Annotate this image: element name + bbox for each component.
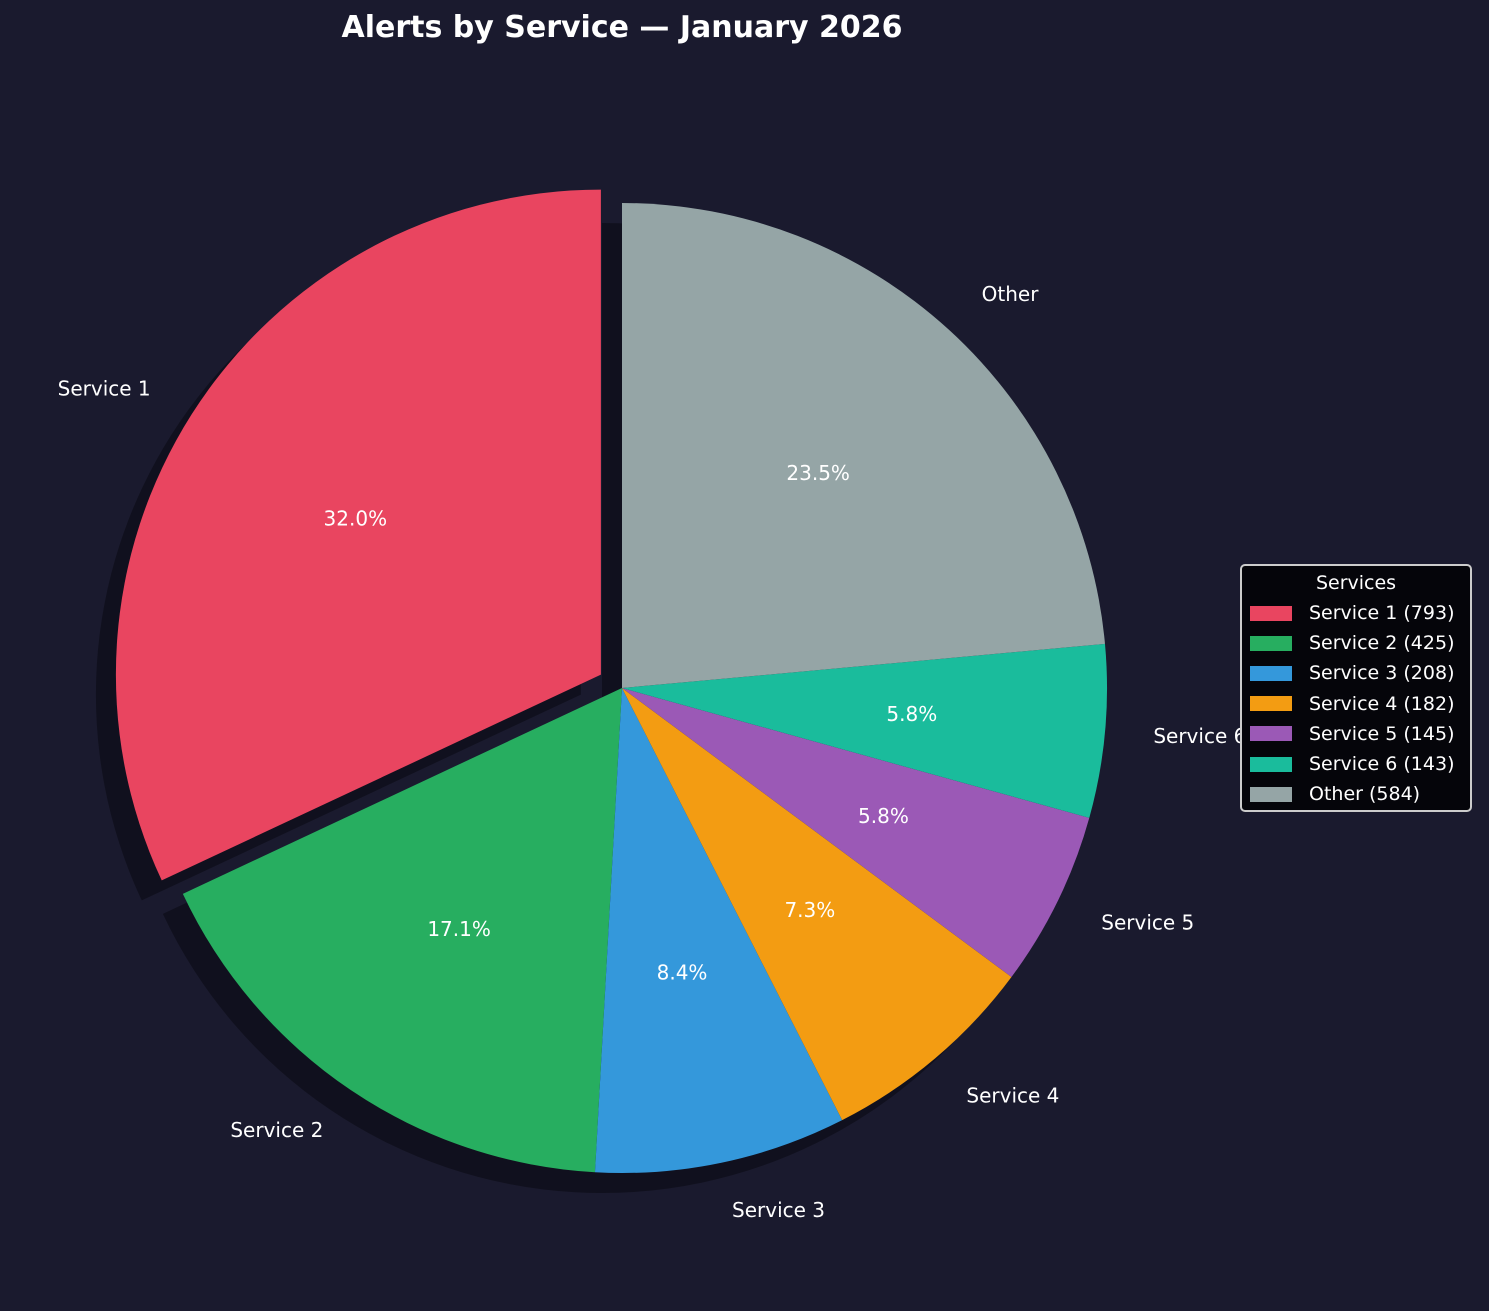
pie-slice-service-6	[622, 643, 1107, 818]
legend-label: Service 3 (208)	[1309, 662, 1455, 685]
legend-swatch	[1250, 635, 1292, 651]
pie-slice-service-5	[622, 688, 1090, 978]
percent-label: 5.8%	[886, 702, 937, 726]
legend-label: Service 4 (182)	[1309, 692, 1455, 715]
legend-swatch	[1250, 786, 1292, 802]
legend-swatch	[1250, 726, 1292, 742]
pie-slice-service-2	[182, 688, 623, 1173]
legend-swatch	[1250, 756, 1292, 772]
pie-slice-service-3	[594, 688, 843, 1173]
percent-label: 8.4%	[657, 961, 708, 985]
slice-label: Other	[982, 282, 1040, 306]
slice-label: Service 6	[1153, 724, 1246, 748]
percent-label: 7.3%	[784, 898, 835, 922]
legend-item: Service 5 (145)	[1242, 719, 1470, 749]
pie-slice-other	[622, 203, 1105, 688]
percent-label: 5.8%	[858, 804, 909, 828]
pie-slice-service-4	[622, 688, 1012, 1121]
percent-label: 17.1%	[427, 917, 491, 941]
legend-title: Services	[1315, 572, 1397, 594]
legend-swatch	[1250, 696, 1292, 712]
legend-swatch	[1250, 605, 1292, 621]
chart-title: Alerts by Service — January 2026	[341, 10, 903, 45]
legend-label: Service 2 (425)	[1309, 632, 1455, 655]
slice-label: Service 5	[1101, 910, 1194, 934]
legend: Services Service 1 (793) Service 2 (425) S…	[1240, 564, 1472, 812]
slice-label: Service 1	[58, 376, 151, 400]
legend-item: Service 2 (425)	[1242, 628, 1470, 658]
legend-swatch	[1250, 665, 1292, 681]
pie-slice-service-1	[115, 189, 601, 881]
legend-item: Service 4 (182)	[1242, 689, 1470, 719]
legend-item: Service 3 (208)	[1242, 658, 1470, 688]
legend-label: Service 5 (145)	[1309, 722, 1455, 745]
legend-label: Service 6 (143)	[1309, 753, 1455, 776]
legend-item: Service 1 (793)	[1242, 598, 1470, 628]
percent-label: 23.5%	[786, 461, 850, 485]
legend-item: Service 6 (143)	[1242, 749, 1470, 779]
legend-item: Other (584)	[1242, 779, 1470, 809]
legend-label: Service 1 (793)	[1309, 602, 1455, 625]
legend-label: Other (584)	[1309, 783, 1421, 806]
slice-label: Service 3	[732, 1198, 825, 1222]
slice-label: Service 4	[966, 1083, 1059, 1107]
percent-label: 32.0%	[324, 506, 388, 530]
slice-label: Service 2	[230, 1118, 323, 1142]
